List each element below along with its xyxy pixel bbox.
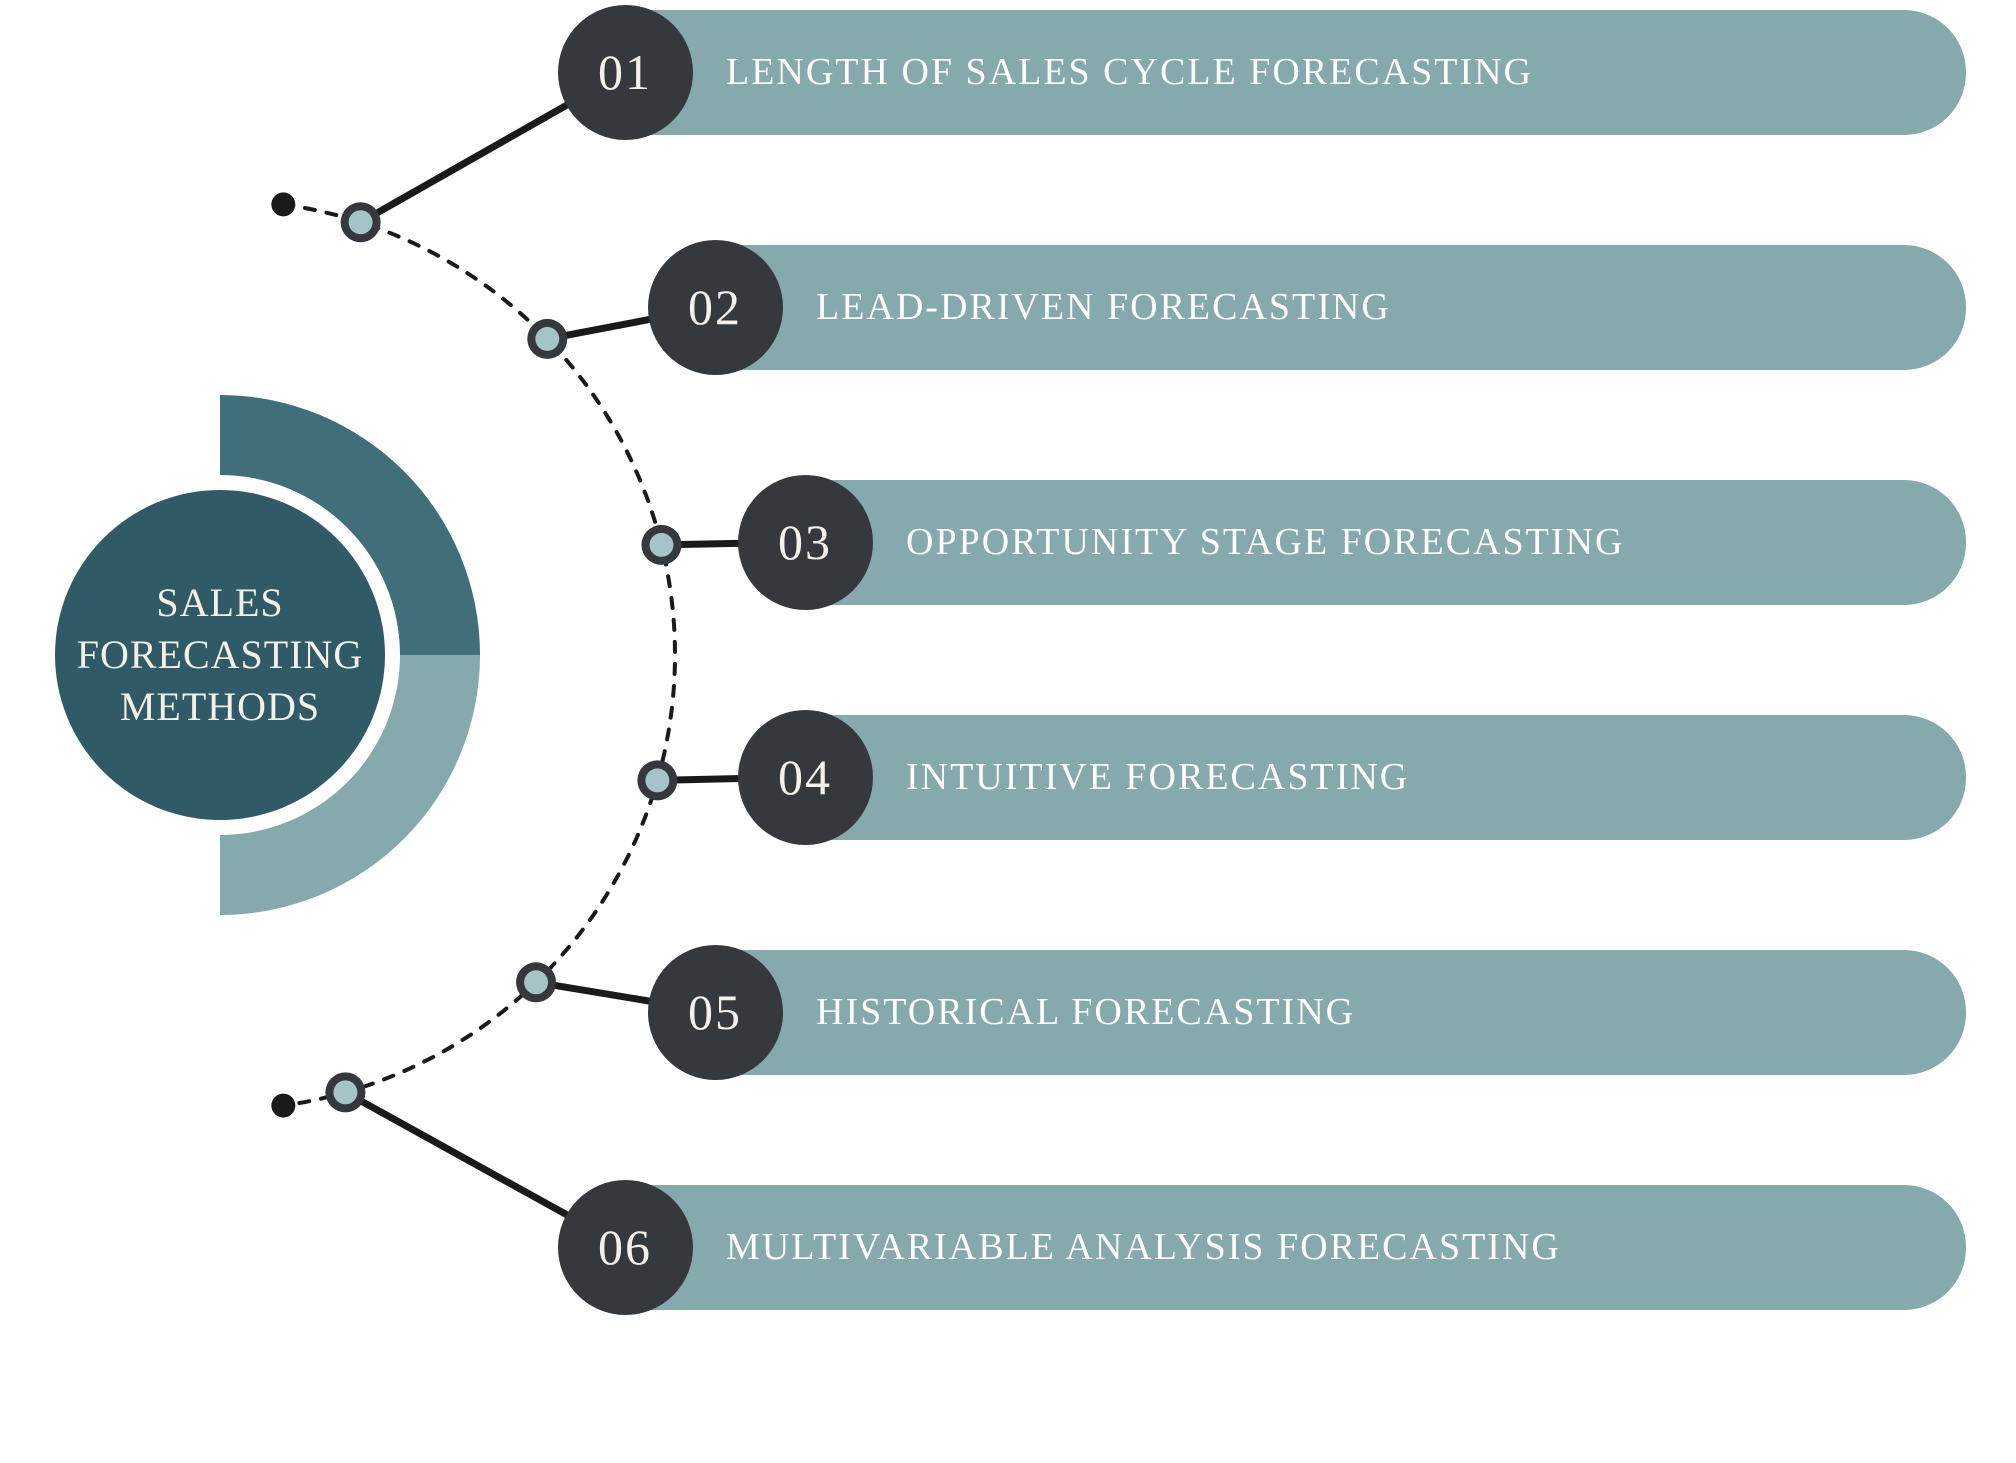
method-number-06: 06 (598, 1218, 652, 1276)
center-title: SALES FORECASTING METHODS (55, 490, 385, 820)
method-number-02: 02 (688, 278, 742, 336)
center-title-line3: METHODS (120, 684, 320, 729)
method-number-circle-02: 02 (648, 240, 783, 375)
method-label-05: HISTORICAL FORECASTING (816, 990, 1355, 1034)
method-number-04: 04 (778, 748, 832, 806)
method-label-01: LENGTH OF SALES CYCLE FORECASTING (726, 50, 1533, 94)
method-label-02: LEAD-DRIVEN FORECASTING (816, 285, 1391, 329)
method-number-03: 03 (778, 513, 832, 571)
center-title-line1: SALES (156, 580, 283, 625)
method-number-circle-03: 03 (738, 475, 873, 610)
method-number-circle-05: 05 (648, 945, 783, 1080)
method-label-06: MULTIVARIABLE ANALYSIS FORECASTING (726, 1225, 1561, 1269)
method-number-05: 05 (688, 983, 742, 1041)
method-number-circle-04: 04 (738, 710, 873, 845)
method-label-04: INTUITIVE FORECASTING (906, 755, 1409, 799)
method-number-circle-06: 06 (558, 1180, 693, 1315)
method-number-circle-01: 01 (558, 5, 693, 140)
method-number-01: 01 (598, 43, 652, 101)
method-label-03: OPPORTUNITY STAGE FORECASTING (906, 520, 1624, 564)
center-title-line2: FORECASTING (77, 632, 364, 677)
infographic-container: SALES FORECASTING METHODS LENGTH OF SALE… (0, 0, 2016, 1463)
